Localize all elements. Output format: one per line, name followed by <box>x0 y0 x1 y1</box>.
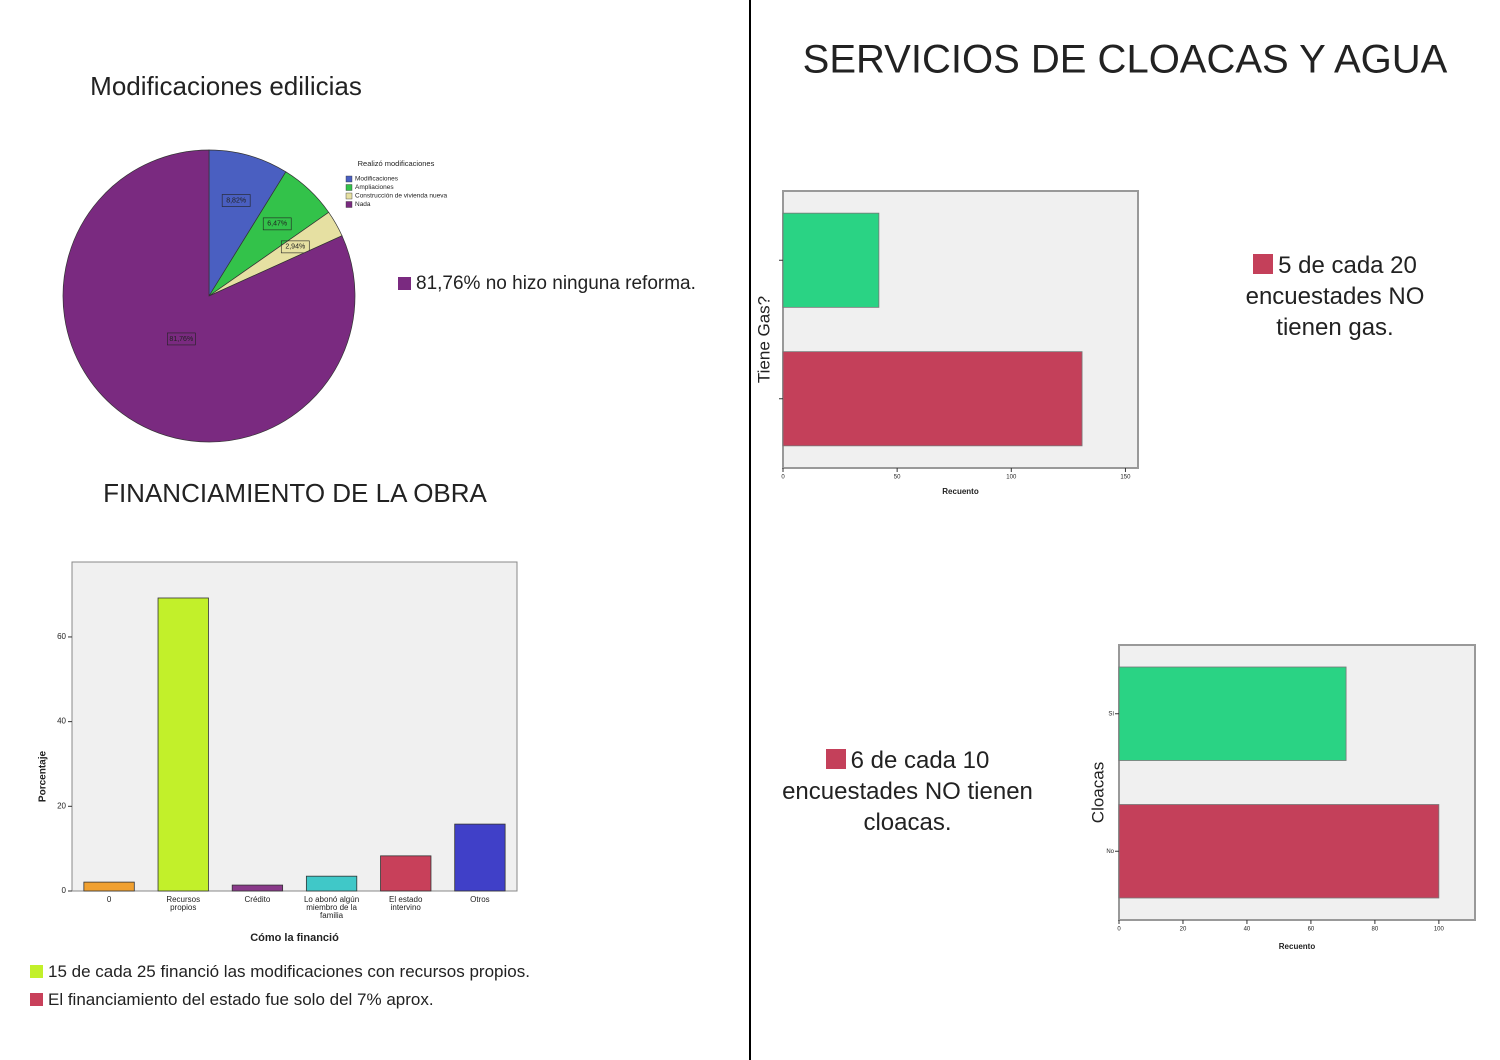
text-box-content: 81,76% no hizo ninguna reforma. <box>398 273 738 295</box>
legend-swatch <box>345 192 353 200</box>
x-tick-label: 100 <box>1006 475 1017 481</box>
bar <box>1118 804 1440 899</box>
text-box: 5 de cada 20 encuestades NO tienen gas. <box>1215 250 1455 343</box>
x-tick-label: 0 <box>106 896 112 904</box>
bar <box>305 875 358 892</box>
x-tick-label: 20 <box>1180 927 1187 933</box>
x-tick-label: 100 <box>1434 927 1445 933</box>
page-title: SERVICIOS DE CLOACAS Y AGUA <box>803 38 1448 82</box>
bar <box>782 212 880 308</box>
legend-swatch <box>398 277 411 290</box>
label-box <box>280 240 310 254</box>
pie-slice <box>62 149 356 443</box>
legend-swatch <box>345 184 353 191</box>
annotation: 15 de cada 25 financió las modificacione… <box>48 962 530 981</box>
legend-label: Modificaciones <box>355 176 399 183</box>
x-tick-box: Recursos propios <box>166 896 201 912</box>
legend-swatch <box>345 201 353 208</box>
text-box-content: El financiamiento del estado fue solo de… <box>30 990 630 1010</box>
x-tick-box: Otros <box>470 896 490 904</box>
legend-label: Ampliaciones <box>355 184 394 191</box>
annotation: El financiamiento del estado fue solo de… <box>48 990 434 1009</box>
x-axis-label: Recuento <box>1279 942 1316 951</box>
text-box: 15 de cada 25 financió las modificacione… <box>30 962 630 982</box>
x-tick-label: 150 <box>1120 475 1131 481</box>
x-tick-label: Lo abonó algún miembro de la familia <box>303 896 360 920</box>
bar <box>1118 666 1347 761</box>
annotation: 5 de cada 20 encuestades NO tienen gas. <box>1245 252 1425 341</box>
x-tick-label: Crédito <box>244 896 271 904</box>
x-axis-label: Recuento <box>942 487 979 496</box>
data-label: 81,76% <box>169 336 193 343</box>
x-tick-label: 80 <box>1372 927 1379 933</box>
legend-swatch <box>1253 254 1274 274</box>
data-label: 2,94% <box>285 244 305 251</box>
x-tick-label: 0 <box>1117 927 1121 933</box>
x-tick-label: Recursos propios <box>166 896 201 912</box>
legend-label: Construcción de vivienda nueva <box>355 193 448 200</box>
x-tick-box: Lo abonó algún miembro de la familia <box>303 896 360 920</box>
text-box-content: 5 de cada 20 encuestades NO tienen gas. <box>1215 250 1455 343</box>
y-tick-label: No <box>1106 849 1114 855</box>
x-tick-label: 0 <box>781 475 785 481</box>
bar <box>157 597 209 892</box>
bar <box>83 881 135 892</box>
legend-label: Nada <box>355 201 371 208</box>
y-tick-label: 60 <box>57 632 66 641</box>
legend-swatch <box>825 749 846 769</box>
x-axis-label: Cómo la financió <box>250 932 339 944</box>
bar <box>782 351 1083 447</box>
x-tick-label: 40 <box>1244 927 1251 933</box>
legend-title: Realizó modificaciones <box>358 159 435 168</box>
data-label: 8,82% <box>226 197 246 204</box>
pie-slice <box>208 149 287 298</box>
legend-swatch <box>345 175 353 183</box>
x-tick-box: El estado intervino <box>389 896 423 912</box>
chart-title: Modificaciones edilicias <box>90 71 362 101</box>
x-tick-label: 60 <box>1308 927 1315 933</box>
text-box-content: 15 de cada 25 financió las modificacione… <box>30 962 630 982</box>
label-box <box>262 217 292 231</box>
data-label: 6,47% <box>267 221 287 228</box>
bar <box>380 855 432 892</box>
text-box-content: 6 de cada 10 encuestades NO tienen cloac… <box>765 745 1050 838</box>
bar <box>454 823 506 892</box>
x-tick-box: 0 <box>106 896 112 904</box>
y-axis-label: Cloacas <box>1088 762 1107 823</box>
x-tick-label: El estado intervino <box>389 896 423 912</box>
text-box: 6 de cada 10 encuestades NO tienen cloac… <box>765 745 1050 838</box>
annotation: 81,76% no hizo ninguna reforma. <box>416 273 696 294</box>
y-axis-label: Porcentaje <box>38 750 49 802</box>
label-box <box>167 332 196 346</box>
y-axis-label: Tiene Gas? <box>754 296 773 383</box>
x-tick-box: Crédito <box>244 896 271 904</box>
y-tick-label: Sí <box>1108 711 1114 717</box>
label-box <box>221 194 251 207</box>
legend-swatch <box>30 965 43 978</box>
x-tick-label: 50 <box>894 475 901 481</box>
bar <box>231 884 284 892</box>
y-tick-label: 0 <box>62 886 67 895</box>
y-tick-label: 20 <box>57 801 66 810</box>
text-box: El financiamiento del estado fue solo de… <box>30 990 630 1010</box>
chart-title: FINANCIAMIENTO DE LA OBRA <box>103 478 487 508</box>
plot-area <box>71 561 518 892</box>
y-tick-label: 40 <box>57 717 66 726</box>
annotation: 6 de cada 10 encuestades NO tienen cloac… <box>782 747 1033 836</box>
x-tick-label: Otros <box>470 896 490 904</box>
legend-swatch <box>30 993 43 1006</box>
text-box: 81,76% no hizo ninguna reforma. <box>398 273 738 295</box>
